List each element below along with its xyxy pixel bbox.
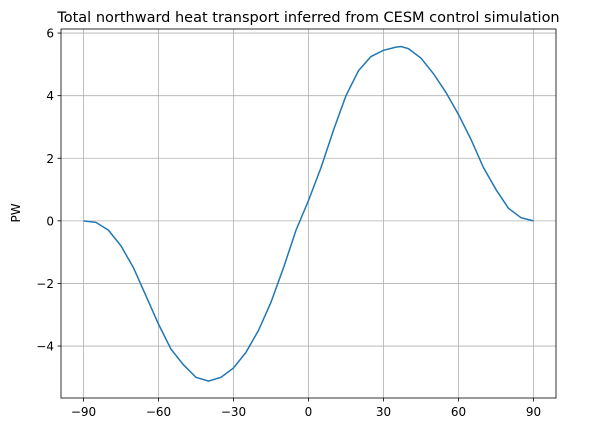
y-tick-label: 0 [46, 214, 54, 228]
y-tick-label: −4 [36, 340, 54, 354]
line [83, 45, 534, 382]
y-axis-label: PW [9, 203, 23, 222]
x-tick-label: −90 [71, 405, 96, 419]
chart-title: Total northward heat transport inferred … [56, 10, 559, 26]
x-tick-label: −60 [146, 405, 171, 419]
y-tick-label: −2 [36, 277, 54, 291]
y-tick-label: 6 [46, 27, 54, 41]
x-tick-label: 90 [526, 405, 541, 419]
x-tick-label: 60 [451, 405, 466, 419]
y-tick-label: 2 [46, 152, 54, 166]
x-tick-label: 30 [376, 405, 391, 419]
x-tick-label: 0 [305, 405, 313, 419]
axes-frame [60, 28, 557, 399]
y-tick-label: 4 [46, 89, 54, 103]
x-tick-label: −30 [221, 405, 246, 419]
